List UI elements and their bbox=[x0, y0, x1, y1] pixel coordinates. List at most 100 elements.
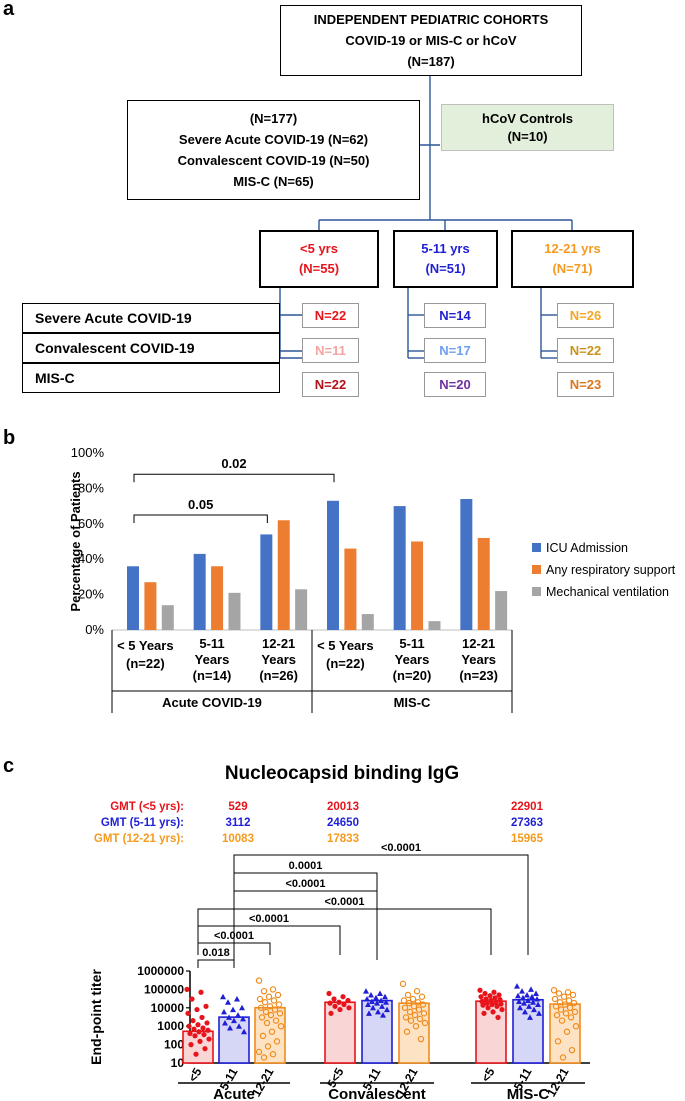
category-label: Years bbox=[261, 652, 296, 667]
data-point bbox=[481, 1010, 487, 1016]
data-point bbox=[536, 1010, 542, 1016]
data-point bbox=[191, 1026, 197, 1032]
data-point bbox=[236, 1023, 242, 1029]
data-point bbox=[234, 996, 240, 1002]
data-point bbox=[241, 1028, 247, 1035]
data-point bbox=[533, 990, 539, 996]
gmt-value: 27363 bbox=[511, 817, 543, 829]
data-point bbox=[526, 1003, 532, 1009]
data-point bbox=[235, 1012, 241, 1018]
data-point bbox=[271, 1006, 279, 1013]
group-label: Acute COVID-19 bbox=[162, 695, 262, 710]
data-point bbox=[557, 1006, 565, 1013]
data-point bbox=[194, 1006, 200, 1013]
p-value-label: <0.0001 bbox=[381, 842, 421, 854]
panel-b-label: b bbox=[3, 427, 16, 449]
age-box-under-5: <5 yrs (N=55) bbox=[259, 230, 379, 288]
data-point bbox=[186, 1023, 192, 1029]
gmt-value: 10083 bbox=[222, 833, 254, 845]
data-point bbox=[496, 992, 502, 998]
gmt-bar bbox=[512, 998, 544, 1064]
data-point bbox=[326, 990, 332, 997]
row-label-misc: MIS-C bbox=[22, 363, 280, 393]
age-under-5-n: (N=55) bbox=[298, 261, 340, 276]
top-box-line-2: COVID-19 or MIS-C or hCoV bbox=[345, 33, 517, 48]
data-point bbox=[269, 986, 277, 993]
data-point bbox=[226, 1014, 232, 1020]
bar bbox=[193, 553, 206, 630]
gmt-row-label: GMT (12-21 yrs): bbox=[94, 833, 184, 845]
category-label: (n=20) bbox=[393, 668, 432, 683]
data-point bbox=[420, 1010, 428, 1017]
data-point bbox=[419, 1001, 427, 1008]
data-point bbox=[328, 1010, 334, 1016]
hcov-line-1: hCoV Controls bbox=[482, 110, 573, 126]
data-point bbox=[364, 996, 370, 1002]
category-label: (n=22) bbox=[326, 656, 365, 671]
data-point bbox=[405, 999, 413, 1007]
legend-swatch bbox=[532, 543, 541, 552]
legend-label: ICU Admission bbox=[546, 541, 628, 555]
count-box: N=20 bbox=[424, 372, 486, 397]
y-tick-label: 1000000 bbox=[137, 964, 184, 978]
row-label-convalescent: Convalescent COVID-19 bbox=[22, 333, 280, 363]
data-point bbox=[556, 999, 564, 1006]
data-point bbox=[261, 999, 269, 1006]
data-point bbox=[222, 1019, 228, 1026]
data-point bbox=[567, 1014, 575, 1021]
data-point bbox=[375, 1008, 381, 1015]
bar bbox=[260, 534, 273, 630]
gmt-value: 24650 bbox=[327, 817, 359, 829]
y-tick-label: 0% bbox=[85, 622, 104, 637]
data-point bbox=[331, 996, 337, 1002]
data-point bbox=[519, 988, 525, 994]
data-point bbox=[565, 997, 573, 1004]
count-box: N=22 bbox=[557, 338, 614, 363]
bar bbox=[477, 537, 490, 630]
data-point bbox=[551, 995, 559, 1003]
data-point bbox=[559, 1054, 567, 1061]
data-point bbox=[530, 999, 536, 1005]
data-point bbox=[483, 996, 489, 1002]
gmt-value: 529 bbox=[228, 801, 247, 813]
data-point bbox=[494, 1003, 500, 1009]
p-value-label: 0.02 bbox=[221, 456, 246, 471]
bar bbox=[211, 566, 224, 630]
top-box-line-1: INDEPENDENT PEDIATRIC COHORTS bbox=[313, 12, 549, 27]
data-point bbox=[369, 998, 375, 1004]
data-point bbox=[534, 996, 540, 1002]
summary-line-2: Severe Acute COVID-19 (N=62) bbox=[178, 132, 369, 147]
data-point bbox=[336, 999, 342, 1005]
data-point bbox=[406, 1008, 414, 1016]
data-point bbox=[378, 997, 384, 1003]
data-point bbox=[384, 1006, 390, 1013]
bar bbox=[361, 614, 374, 630]
data-point bbox=[231, 1017, 237, 1024]
data-point bbox=[256, 995, 264, 1003]
data-point bbox=[270, 997, 278, 1004]
data-point bbox=[240, 1015, 246, 1022]
significance-bracket bbox=[133, 514, 268, 523]
data-point bbox=[199, 1014, 205, 1021]
data-point bbox=[221, 1008, 227, 1015]
group-label: Acute bbox=[213, 1086, 255, 1101]
bar bbox=[327, 500, 339, 630]
data-point bbox=[485, 1005, 491, 1011]
data-point bbox=[516, 998, 522, 1004]
data-point bbox=[529, 993, 535, 1000]
data-point bbox=[377, 990, 383, 996]
age-under-5-label: <5 yrs bbox=[300, 241, 338, 256]
data-point bbox=[563, 1028, 571, 1035]
y-tick-label: 20% bbox=[78, 587, 104, 602]
data-point bbox=[345, 997, 351, 1004]
data-point bbox=[379, 1003, 385, 1009]
gmt-row-label: GMT (5-11 yrs): bbox=[101, 817, 184, 829]
data-point bbox=[192, 1033, 198, 1039]
data-point bbox=[366, 1010, 372, 1016]
data-point bbox=[206, 1036, 212, 1042]
p-value-label: 0.0001 bbox=[289, 860, 323, 872]
data-point bbox=[227, 1024, 233, 1031]
data-point bbox=[517, 1004, 523, 1011]
data-point bbox=[561, 1001, 569, 1008]
